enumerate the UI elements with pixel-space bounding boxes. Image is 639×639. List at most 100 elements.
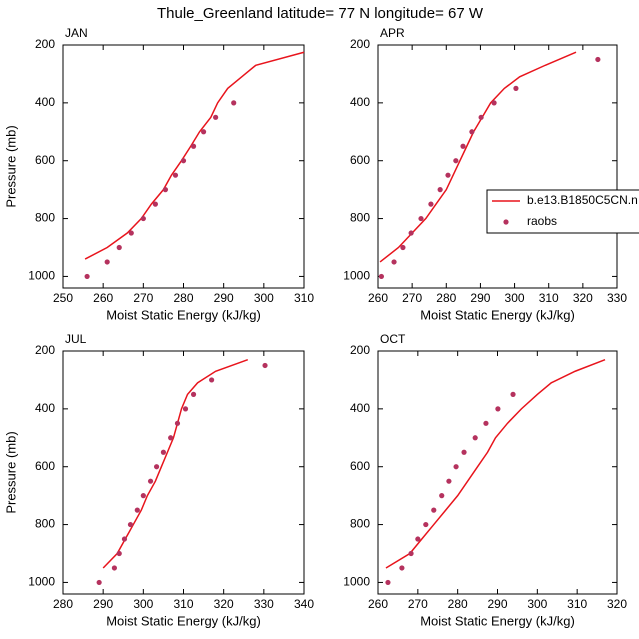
obs-dot — [104, 259, 110, 265]
y-tick-label: 200 — [35, 343, 55, 357]
obs-dot — [408, 550, 414, 557]
obs-dot — [439, 493, 445, 499]
y-tick-label: 800 — [350, 211, 370, 225]
obs-dot — [200, 129, 207, 135]
obs-dot — [408, 230, 414, 236]
plot-frame — [62, 350, 305, 595]
x-tick-label: 320 — [573, 291, 593, 305]
x-axis-label: Moist Static Energy (kJ/kg) — [106, 613, 261, 628]
obs-dot — [453, 158, 459, 164]
x-tick-label: 280 — [448, 597, 468, 611]
y-axis-label: Pressure (mb) — [3, 431, 18, 513]
plot-frame — [377, 44, 618, 289]
obs-dot — [428, 201, 434, 207]
x-axis-label: Moist Static Energy (kJ/kg) — [420, 613, 575, 628]
y-tick-label: 600 — [35, 459, 55, 473]
panel-label: JAN — [65, 26, 88, 40]
x-tick-label: 300 — [133, 597, 153, 611]
obs-dot — [595, 56, 601, 63]
y-tick-label: 1000 — [343, 269, 370, 283]
obs-dot — [96, 579, 102, 586]
x-tick-label: 280 — [53, 597, 73, 611]
obs-dot — [213, 114, 219, 120]
obs-dot — [121, 536, 128, 542]
y-tick-label: 400 — [35, 401, 55, 415]
legend-dot — [503, 219, 509, 225]
x-axis-label: Moist Static Energy (kJ/kg) — [106, 307, 261, 322]
obs-dot — [385, 579, 391, 586]
model-line — [84, 51, 305, 260]
x-tick-label: 300 — [527, 597, 547, 611]
plot-frame — [377, 350, 618, 595]
figure-title: Thule_Greenland latitude= 77 N longitude… — [157, 5, 484, 22]
obs-dot — [111, 565, 118, 571]
y-tick-label: 800 — [350, 517, 370, 531]
obs-dot — [180, 158, 187, 164]
obs-dot — [162, 187, 169, 193]
legend-box — [486, 189, 639, 234]
x-tick-label: 260 — [368, 291, 388, 305]
obs-dot — [127, 521, 134, 528]
obs-dot — [140, 215, 146, 222]
x-tick-label: 270 — [133, 291, 153, 305]
model-line — [102, 358, 249, 569]
obs-dot — [495, 406, 501, 412]
y-tick-label: 1000 — [28, 269, 55, 283]
y-tick-label: 400 — [35, 95, 55, 109]
y-tick-label: 400 — [350, 401, 370, 415]
x-tick-label: 280 — [436, 291, 456, 305]
x-tick-label: 260 — [368, 597, 388, 611]
y-tick-label: 800 — [35, 517, 55, 531]
panel-label: APR — [380, 26, 405, 40]
obs-dot — [510, 391, 516, 397]
obs-dot — [168, 435, 174, 441]
obs-dot — [491, 100, 497, 106]
x-tick-label: 260 — [93, 291, 113, 305]
obs-dot — [262, 362, 268, 369]
obs-dot — [160, 449, 167, 455]
obs-dot — [116, 244, 122, 251]
obs-dot — [147, 478, 154, 484]
x-tick-label: 310 — [294, 291, 314, 305]
x-tick-label: 300 — [505, 291, 525, 305]
obs-dot — [483, 420, 489, 426]
obs-dot — [431, 507, 437, 513]
y-tick-label: 200 — [350, 37, 370, 51]
y-tick-label: 600 — [350, 153, 370, 167]
x-tick-label: 280 — [173, 291, 193, 305]
y-tick-label: 1000 — [28, 575, 55, 589]
y-tick-label: 400 — [350, 95, 370, 109]
x-tick-label: 330 — [254, 597, 274, 611]
obs-dot — [461, 449, 467, 455]
x-tick-label: 310 — [539, 291, 559, 305]
obs-dot — [140, 493, 146, 499]
obs-dot — [472, 435, 478, 441]
x-tick-label: 300 — [254, 291, 274, 305]
obs-dot — [174, 420, 181, 426]
obs-dot — [415, 536, 421, 542]
obs-dot — [453, 464, 459, 470]
obs-dot — [446, 478, 452, 484]
y-tick-label: 200 — [35, 37, 55, 51]
obs-dot — [134, 507, 140, 513]
x-tick-label: 320 — [607, 597, 627, 611]
x-tick-label: 270 — [402, 291, 422, 305]
obs-dot — [153, 464, 160, 470]
legend-label: b.e13.B1850C5CN.n — [527, 193, 638, 207]
y-axis-label: Pressure (mb) — [3, 125, 18, 207]
model-line — [379, 51, 577, 263]
obs-dot — [437, 187, 443, 193]
obs-dot — [478, 114, 484, 120]
obs-dot — [399, 565, 405, 571]
panel-label: JUL — [65, 332, 87, 346]
obs-dot — [116, 550, 122, 557]
x-tick-label: 270 — [408, 597, 428, 611]
obs-dot — [190, 143, 197, 149]
x-axis-label: Moist Static Energy (kJ/kg) — [420, 307, 575, 322]
x-tick-label: 290 — [470, 291, 490, 305]
obs-dot — [513, 85, 519, 91]
obs-dot — [418, 215, 424, 222]
obs-dot — [469, 129, 475, 135]
obs-dot — [445, 172, 451, 178]
obs-dot — [378, 273, 385, 280]
